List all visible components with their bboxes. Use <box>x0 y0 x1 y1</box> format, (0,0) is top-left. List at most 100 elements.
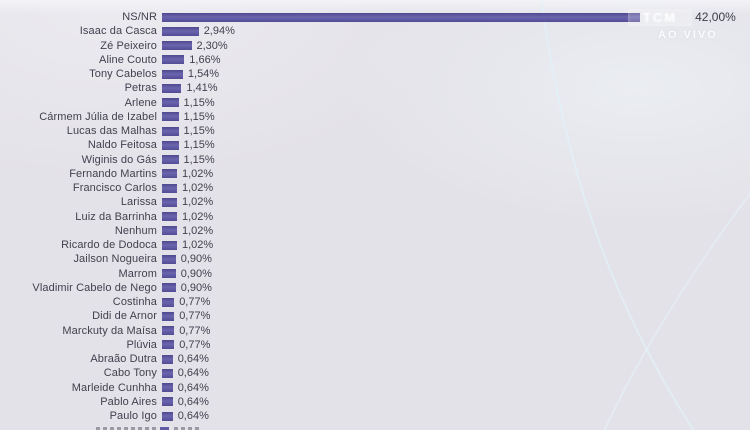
value-label: 1,54% <box>187 68 220 81</box>
candidate-label: Marleide Cunhha <box>71 381 157 394</box>
value-label: 0,64% <box>177 353 209 366</box>
bar-row: Paulo Igo 0,64% <box>0 409 750 423</box>
bar-row: Fernando Martins 1,02% <box>0 167 750 181</box>
value-label: 1,15% <box>183 125 215 138</box>
bar-row: Wiginis do Gás 1,15% <box>0 153 750 167</box>
bar <box>162 26 199 36</box>
value-label: 0,77% <box>179 310 211 323</box>
candidate-label: Luiz da Barrinha <box>75 210 157 223</box>
cutoff-label-fragment <box>96 427 158 430</box>
bar-row: Zé Peixeiro 2,30% <box>0 39 750 53</box>
candidate-label: Petras <box>124 82 157 95</box>
value-label: 0,64% <box>177 381 209 394</box>
bar-row: Aline Couto 1,66% <box>0 53 750 67</box>
value-label: 0,77% <box>179 296 211 309</box>
value-label: 0,90% <box>180 253 212 266</box>
bar <box>162 269 176 279</box>
bar <box>162 240 177 250</box>
bar-row: Lucas das Malhas 1,15% <box>0 124 750 138</box>
value-label: 0,77% <box>179 324 211 337</box>
value-label: 1,02% <box>182 182 214 195</box>
bar <box>162 69 183 79</box>
bar <box>162 183 177 193</box>
bar-row: Nenhum 1,02% <box>0 224 750 238</box>
candidate-label: Aline Couto <box>99 53 157 66</box>
bar-row: Ricardo de Dodoca 1,02% <box>0 238 750 252</box>
candidate-label: Naldo Feitosa <box>87 139 157 152</box>
bar <box>162 283 176 293</box>
candidate-label: Ricardo de Dodoca <box>61 239 157 252</box>
value-label: 0,90% <box>180 267 212 280</box>
bar <box>162 254 176 264</box>
bar-row: Plúvia 0,77% <box>0 338 750 352</box>
bar-row: Cabo Tony 0,64% <box>0 366 750 380</box>
bar <box>162 155 179 165</box>
bar <box>162 326 175 336</box>
value-label: 1,15% <box>183 96 215 109</box>
bar <box>162 397 173 407</box>
bar-row: Pablo Aires 0,64% <box>0 395 750 409</box>
bar <box>162 340 175 350</box>
bar <box>162 383 173 393</box>
value-label: 1,02% <box>182 196 214 209</box>
bar-row: Jailson Nogueira 0,90% <box>0 252 750 266</box>
bar <box>162 226 177 236</box>
candidate-label: Costinha <box>112 296 157 309</box>
bar-row: Isaac da Casca 2,94% <box>0 24 750 38</box>
bar <box>162 126 179 136</box>
candidate-label: Pablo Aires <box>100 395 157 408</box>
cutoff-bar-fragment <box>160 427 169 430</box>
value-label: 0,64% <box>177 410 209 423</box>
bar-row: NS/NR 42,00% <box>0 10 750 24</box>
bar <box>162 140 179 150</box>
candidate-label: Isaac da Casca <box>79 25 157 38</box>
bar-row: Marrom 0,90% <box>0 267 750 281</box>
bar-row: Vladimir Cabelo de Nego 0,90% <box>0 281 750 295</box>
bar <box>162 98 179 108</box>
bar <box>162 12 641 22</box>
value-label: 1,15% <box>183 139 215 152</box>
candidate-label: Tony Cabelos <box>89 68 157 81</box>
value-label: 0,64% <box>177 395 209 408</box>
candidate-label: Marckuty da Maísa <box>62 324 157 337</box>
bar-row: Tony Cabelos 1,54% <box>0 67 750 81</box>
value-label: 1,02% <box>182 239 214 252</box>
bar-row: Costinha 0,77% <box>0 295 750 309</box>
candidate-label: NS/NR <box>122 11 157 24</box>
candidate-label: Cármem Júlia de Izabel <box>39 110 157 123</box>
value-label: 0,90% <box>180 281 212 294</box>
bar-row: Arlene 1,15% <box>0 96 750 110</box>
candidate-label: Francisco Carlos <box>72 182 157 195</box>
bar <box>162 55 185 65</box>
candidate-label: Zé Peixeiro <box>100 39 157 52</box>
poll-bar-chart: NS/NR 42,00% Isaac da Casca 2,94% Zé Peixeir… <box>0 10 750 423</box>
value-label: 1,66% <box>189 53 221 66</box>
bar-row: Marleide Cunhha 0,64% <box>0 381 750 395</box>
value-label: 1,15% <box>183 153 215 166</box>
value-label: 1,02% <box>182 167 214 180</box>
bar-row: Francisco Carlos 1,02% <box>0 181 750 195</box>
value-label: 0,77% <box>179 338 211 351</box>
live-badge: AO VIVO <box>658 29 718 41</box>
tcm-station-watermark: TCM <box>628 9 692 26</box>
bar <box>162 83 182 93</box>
candidate-label: Plúvia <box>126 338 157 351</box>
candidate-label: Fernando Martins <box>69 167 157 180</box>
value-label: 1,02% <box>182 210 214 223</box>
bar <box>162 41 192 51</box>
candidate-label: Marrom <box>118 267 157 280</box>
value-label: 42,00% <box>695 10 736 25</box>
cutoff-row-fragment <box>0 427 750 430</box>
bar <box>162 297 175 307</box>
candidate-label: Jailson Nogueira <box>73 253 157 266</box>
value-label: 0,64% <box>177 367 209 380</box>
candidate-label: Paulo Igo <box>109 410 157 423</box>
bar-row: Luiz da Barrinha 1,02% <box>0 210 750 224</box>
bar-row: Cármem Júlia de Izabel 1,15% <box>0 110 750 124</box>
bar <box>162 311 175 321</box>
value-label: 2,30% <box>196 39 228 52</box>
bar-row: Petras 1,41% <box>0 81 750 95</box>
bar-row: Didi de Arnor 0,77% <box>0 309 750 323</box>
bar-row: Marckuty da Maísa 0,77% <box>0 324 750 338</box>
